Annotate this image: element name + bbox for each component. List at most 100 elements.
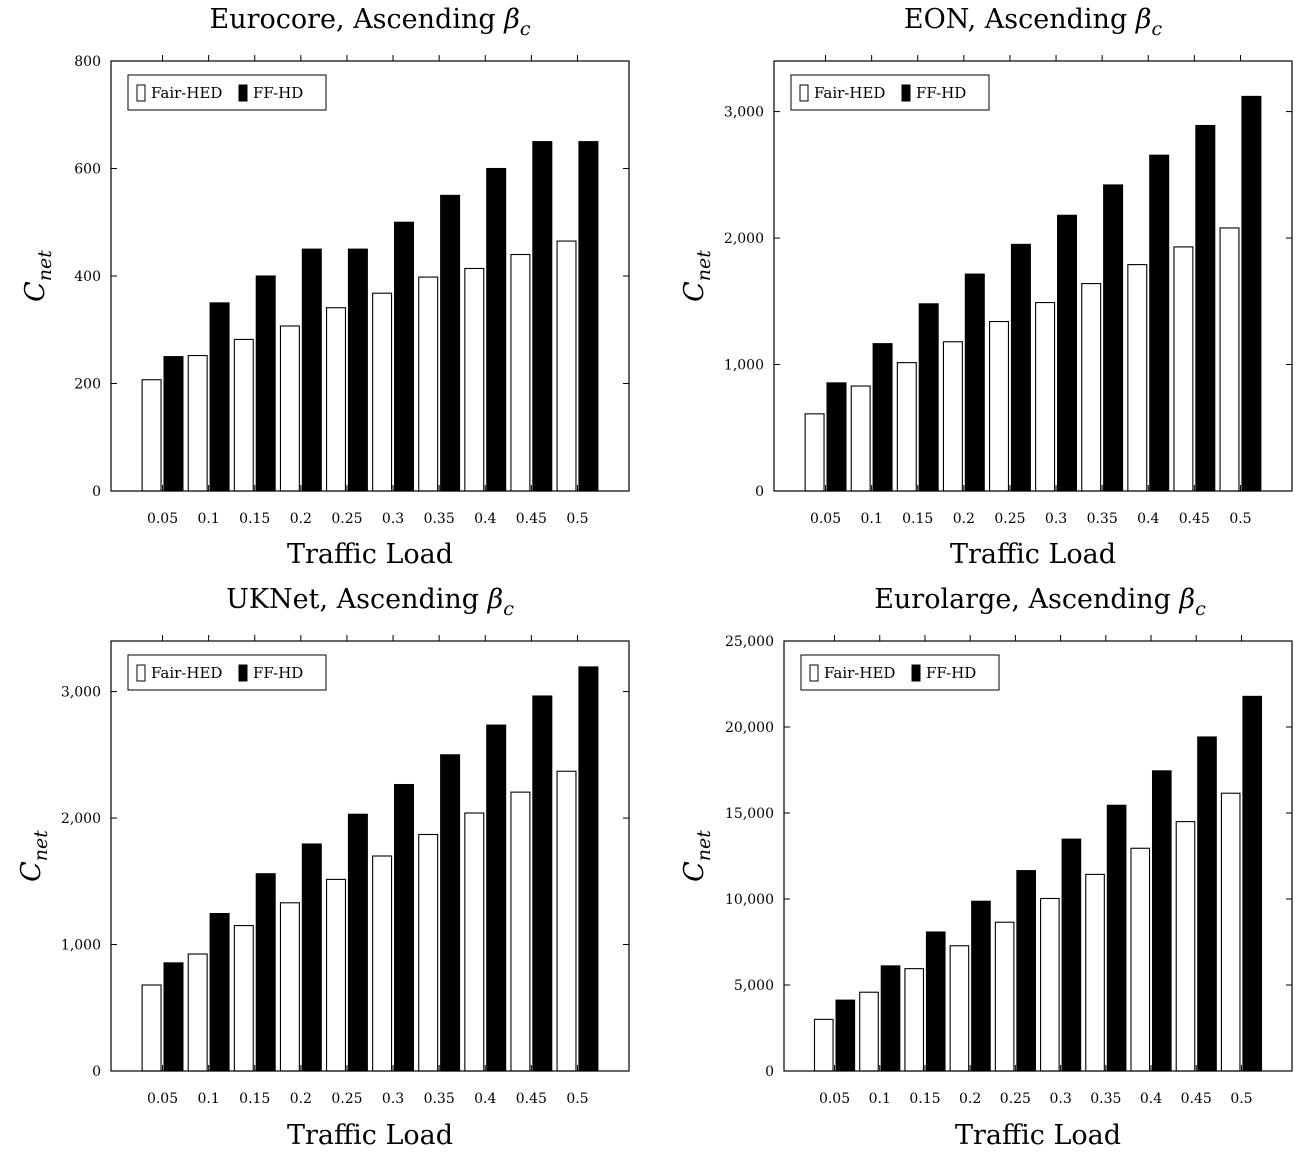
- y-axis-label: Cnet: [20, 250, 56, 302]
- x-tick-label: 0.4: [1140, 1091, 1162, 1107]
- legend: Fair-HED FF-HD: [800, 654, 1000, 691]
- x-tick-label: 0.35: [1087, 511, 1118, 527]
- x-tick-label: 0.4: [474, 1091, 496, 1107]
- chart-title-subscript: c: [1151, 18, 1162, 40]
- x-tick-label: 0.05: [810, 511, 841, 527]
- bar-fair-hed-0.35: [1085, 873, 1105, 1072]
- legend-swatch-fair-hed: [809, 664, 819, 682]
- chart-title: EON, Ascending βc: [904, 4, 1163, 40]
- bar-fair-hed-0.15: [233, 925, 254, 1072]
- chart-title-text: UKNet, Ascending: [226, 584, 488, 615]
- y-tick-label: 1,000: [61, 938, 101, 954]
- x-axis-label: Traffic Load: [950, 539, 1116, 570]
- y-axis-label: Cnet: [16, 830, 52, 882]
- legend-swatch-fair-hed: [136, 84, 146, 102]
- x-axis-label: Traffic Load: [287, 1120, 453, 1151]
- bar-ff-hd-0.25: [1010, 243, 1031, 492]
- x-tick-label: 0.05: [819, 1091, 850, 1107]
- y-tick-label: 0: [92, 484, 101, 500]
- x-tick-label: 0.35: [424, 511, 455, 527]
- x-tick-label: 0.4: [474, 511, 496, 527]
- bar-fair-hed-0.4: [464, 267, 485, 492]
- bar-fair-hed-0.1: [859, 991, 879, 1072]
- x-tick-label: 0.25: [1000, 1091, 1031, 1107]
- plot-frame: [773, 60, 1293, 492]
- chart-title-beta: β: [1135, 4, 1152, 35]
- legend-label-fair-hed: Fair-HED: [814, 84, 885, 102]
- bar-ff-hd-0.3: [393, 783, 414, 1072]
- bar-ff-hd-0.35: [440, 194, 461, 492]
- x-tick-label: 0.25: [994, 511, 1025, 527]
- x-tick-label: 0.45: [1179, 511, 1210, 527]
- x-tick-label: 0.3: [382, 1091, 404, 1107]
- chart-title: Eurolarge, Ascending βc: [874, 584, 1206, 620]
- bar-fair-hed-0.4: [1127, 264, 1148, 492]
- x-tick-label: 0.15: [239, 1091, 270, 1107]
- x-axis-label: Traffic Load: [287, 539, 453, 570]
- y-tick-label: 0: [765, 1064, 774, 1080]
- bar-fair-hed-0.35: [418, 276, 439, 492]
- legend: Fair-HED FF-HD: [127, 74, 327, 111]
- x-tick-label: 0.2: [959, 1091, 981, 1107]
- bar-ff-hd-0.4: [1149, 154, 1170, 492]
- chart-title: Eurocore, Ascending βc: [210, 4, 531, 40]
- y-tick-label: 15,000: [725, 806, 774, 822]
- x-tick-label: 0.45: [516, 511, 547, 527]
- legend-swatch-fair-hed: [136, 664, 146, 682]
- bar-fair-hed-0.5: [556, 240, 577, 492]
- x-tick-label: 0.25: [331, 511, 362, 527]
- bar-ff-hd-0.2: [971, 900, 991, 1072]
- bar-ff-hd-0.2: [301, 248, 322, 492]
- bar-ff-hd-0.1: [209, 912, 230, 1072]
- legend-box: [127, 74, 327, 111]
- x-axis-label: Traffic Load: [955, 1120, 1121, 1151]
- bar-fair-hed-0.15: [233, 338, 254, 492]
- x-tick-label: 0.3: [382, 511, 404, 527]
- chart-panel-2: EON, Ascending βc 0.05 0.1 0.15 0.2 0.25 0.3 0.…: [679, 4, 1293, 570]
- bar-ff-hd-0.45: [1197, 736, 1217, 1072]
- bar-fair-hed-0.25: [988, 320, 1009, 492]
- bar-ff-hd-0.15: [255, 873, 276, 1072]
- bar-ff-hd-0.15: [255, 275, 276, 492]
- bar-fair-hed-0.05: [804, 413, 825, 492]
- bar-fair-hed-0.4: [1130, 847, 1151, 1072]
- y-tick-label: 25,000: [725, 634, 774, 650]
- y-tick-label: 3,000: [724, 105, 764, 121]
- legend-label-fair-hed: Fair-HED: [151, 664, 222, 682]
- legend-label-ff-hd: FF-HD: [916, 84, 966, 102]
- bar-ff-hd-0.1: [880, 965, 901, 1072]
- bar-fair-hed-0.1: [850, 385, 871, 492]
- legend-label-ff-hd: FF-HD: [926, 664, 976, 682]
- bar-ff-hd-0.5: [578, 666, 599, 1072]
- bar-fair-hed-0.4: [464, 812, 485, 1072]
- x-tick-label: 0.45: [516, 1091, 547, 1107]
- bar-fair-hed-0.35: [418, 833, 439, 1072]
- y-tick-label: 2,000: [724, 231, 764, 247]
- y-axis-label-subscript: net: [34, 250, 56, 281]
- bar-fair-hed-0.45: [1173, 246, 1194, 492]
- x-tick-label: 0.1: [861, 511, 883, 527]
- legend-box: [790, 74, 990, 111]
- bar-ff-hd-0.35: [440, 754, 461, 1072]
- bar-ff-hd-0.15: [925, 931, 946, 1072]
- chart-panel-3: UKNet, Ascending βc 0.05 0.1 0.15 0.2 0.25 0.3…: [16, 584, 630, 1151]
- bar-ff-hd-0.1: [872, 343, 893, 492]
- bar-fair-hed-0.1: [187, 953, 208, 1072]
- chart-title-subscript: c: [503, 598, 514, 620]
- y-axis-label-subscript: net: [693, 250, 715, 281]
- bar-ff-hd-0.5: [1242, 695, 1263, 1072]
- bar-ff-hd-0.45: [1195, 124, 1216, 492]
- x-tick-label: 0.1: [198, 511, 220, 527]
- x-tick-label: 0.3: [1045, 511, 1067, 527]
- y-tick-label: 20,000: [725, 720, 774, 736]
- y-axis-label: Cnet: [679, 250, 715, 302]
- bar-ff-hd-0.5: [578, 141, 599, 492]
- legend-swatch-ff-hd: [238, 84, 248, 102]
- legend-swatch-fair-hed: [799, 84, 809, 102]
- y-axis-label-main: C: [679, 281, 710, 302]
- y-axis-label-main: C: [20, 281, 51, 302]
- y-tick-label: 10,000: [725, 892, 774, 908]
- legend-swatch-ff-hd: [911, 664, 921, 682]
- bar-fair-hed-0.1: [187, 354, 208, 492]
